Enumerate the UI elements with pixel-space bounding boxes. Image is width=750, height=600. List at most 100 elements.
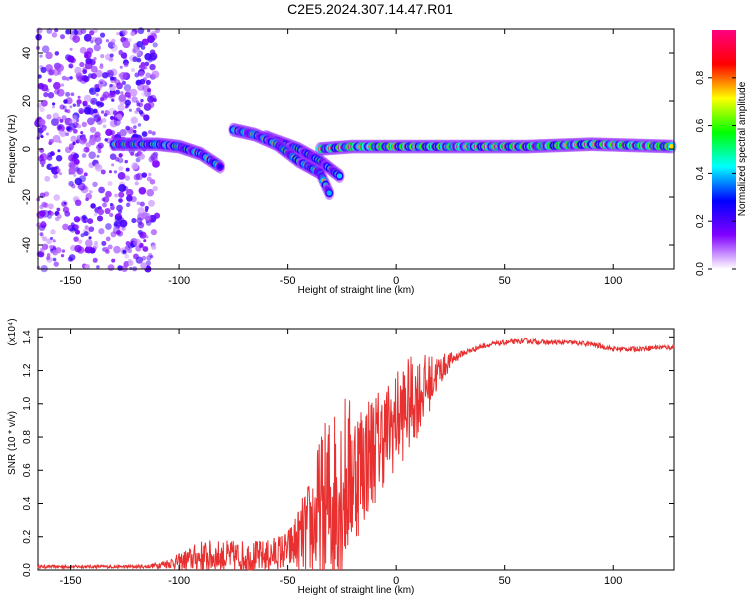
noise-point [122,29,128,36]
noise-point [131,96,138,103]
noise-point [69,76,73,80]
noise-point [73,236,79,242]
noise-point [119,65,123,69]
noise-point [55,155,63,162]
noise-point [84,225,89,230]
noise-point [81,214,87,220]
noise-point [40,66,47,73]
noise-point [114,156,120,162]
noise-point [36,222,42,228]
noise-point [40,83,49,92]
noise-point [146,188,155,197]
noise-point [39,247,44,251]
noise-point [74,166,80,172]
noise-point [41,220,46,225]
noise-point [68,64,73,69]
x-tick-label: -150 [60,575,82,587]
noise-point [128,108,133,112]
noise-point [135,157,141,163]
noise-point [52,102,56,106]
noise-point [52,239,56,243]
noise-point [112,44,116,48]
noise-point [124,254,130,259]
noise-point [151,244,157,250]
noise-point [73,173,77,177]
noise-point [139,201,145,207]
noise-point [114,222,118,227]
noise-point [35,33,42,41]
noise-point [139,78,146,85]
noise-point [78,239,83,244]
noise-point [127,248,133,254]
noise-point [46,253,51,257]
noise-point [129,88,138,97]
noise-point [131,162,139,170]
noise-point [77,124,82,129]
noise-point [83,100,88,106]
colorbar-tick-label: 0.8 [695,70,706,84]
snr-frame [37,328,675,571]
noise-point [45,64,53,72]
noise-point [136,151,142,157]
noise-point [152,98,157,103]
noise-point [102,196,110,203]
colorbar-tick-label: 0.0 [695,262,706,276]
noise-point [39,204,44,210]
noise-point [88,236,92,240]
noise-point [61,249,66,253]
colorbar: 0.0 0.2 0.4 0.6 0.8 Normalized spectral ampl… [695,30,748,276]
noise-point [133,238,142,247]
noise-point [72,128,78,134]
snr-x-label: Height of straight line (km) [298,585,415,596]
noise-point [101,117,107,123]
noise-point [150,229,157,236]
noise-point [140,98,144,103]
y-tick-label: 1.4 [22,330,33,344]
noise-point [105,190,112,198]
noise-point [47,91,55,99]
noise-point [84,61,93,70]
noise-point [110,76,115,81]
noise-point [68,167,77,175]
noise-point [74,229,81,235]
noise-point [39,210,46,217]
noise-point [94,37,103,45]
noise-point [143,114,150,121]
noise-point [38,155,45,162]
noise-point [90,60,96,66]
noise-point [52,112,59,120]
heatmap-feature-descending-trace [228,122,335,200]
noise-point [131,117,138,124]
noise-point [106,69,114,78]
noise-point [74,177,83,186]
noise-point [58,130,63,135]
x-tick-label: 50 [499,275,511,287]
noise-point [111,258,116,263]
noise-point [93,212,98,217]
noise-point [131,217,137,224]
x-tick-label: 100 [604,575,622,587]
noise-point [122,249,127,254]
noise-point [136,102,141,107]
y-tick-label: 0.8 [22,430,33,444]
x-tick-label: 50 [499,575,511,587]
snr-y-multiplier: (x10⁴) [7,318,18,345]
noise-point [129,266,133,271]
noise-point [152,159,160,168]
noise-point [124,159,129,164]
noise-point [134,110,139,115]
noise-point [49,211,54,216]
noise-point [117,265,123,271]
noise-point [147,35,155,44]
noise-point [69,47,73,51]
noise-point [109,153,117,161]
noise-point [109,57,113,61]
noise-point [119,219,128,228]
noise-point [53,174,58,179]
noise-point [66,109,71,114]
noise-point [136,40,143,48]
noise-point [43,92,49,98]
noise-point [111,163,115,167]
noise-point [103,113,108,117]
noise-point [117,104,125,112]
